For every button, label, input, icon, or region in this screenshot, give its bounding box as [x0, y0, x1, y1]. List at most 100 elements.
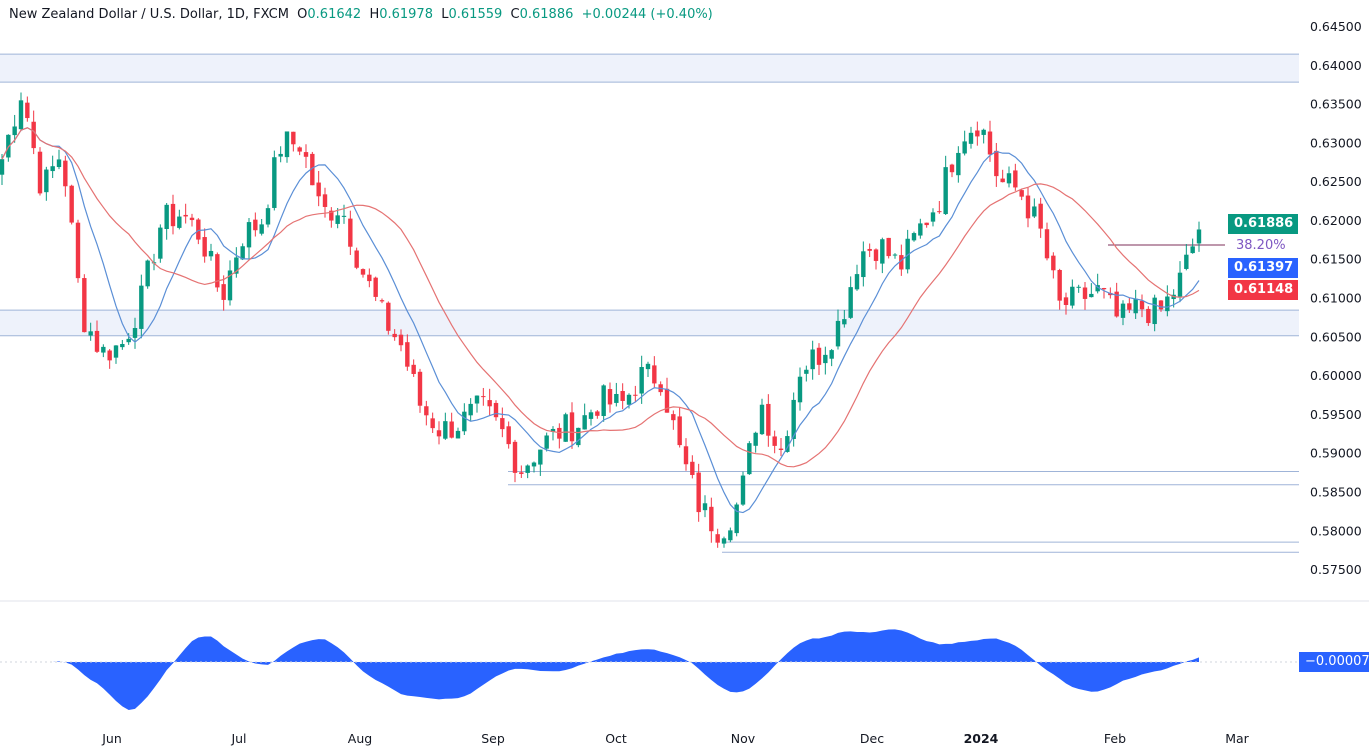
candle — [145, 260, 150, 287]
candle — [677, 416, 682, 446]
candle — [740, 475, 746, 505]
candle — [284, 131, 290, 158]
candle — [804, 369, 809, 374]
candle — [31, 121, 36, 149]
candle — [468, 403, 473, 416]
candle — [994, 150, 999, 177]
candle — [297, 147, 302, 152]
candle — [918, 223, 923, 236]
candle — [303, 152, 309, 157]
candle — [1070, 286, 1075, 306]
candle — [797, 376, 803, 403]
candle — [1196, 229, 1202, 244]
oscillator-tag: −0.00007 — [1299, 652, 1369, 672]
zone-top — [0, 54, 1299, 83]
candle — [227, 270, 233, 301]
candle — [386, 302, 391, 331]
y-tick-label: 0.59500 — [1310, 407, 1362, 422]
candle — [899, 255, 904, 270]
candle — [538, 449, 543, 465]
candle — [0, 159, 5, 175]
candle — [177, 216, 182, 228]
candle — [1082, 287, 1088, 299]
candle — [1095, 285, 1100, 292]
candle — [1184, 254, 1189, 269]
x-tick-label: Dec — [860, 731, 884, 746]
candle — [664, 388, 670, 413]
candle — [512, 441, 518, 473]
candle — [246, 222, 252, 248]
candle — [436, 430, 442, 437]
candle — [101, 346, 106, 353]
candle — [1089, 293, 1094, 298]
candle — [848, 287, 853, 318]
candle — [671, 414, 676, 421]
candle — [493, 402, 499, 418]
candle — [905, 238, 910, 270]
candle — [607, 389, 613, 405]
candle — [443, 421, 448, 439]
candle — [823, 354, 828, 364]
candle — [481, 396, 486, 398]
candle — [189, 217, 195, 221]
zone-mid — [0, 310, 1299, 336]
candle — [500, 418, 505, 430]
candle — [202, 237, 207, 257]
candle — [132, 328, 138, 338]
candle — [373, 277, 378, 297]
high-label: H — [369, 7, 380, 22]
candle — [696, 472, 701, 513]
y-tick-label: 0.62000 — [1310, 213, 1362, 228]
candle — [588, 412, 594, 419]
candle — [392, 333, 397, 338]
candle — [810, 349, 815, 370]
candle — [417, 371, 423, 406]
candle — [734, 504, 739, 534]
y-tick-label: 0.59000 — [1310, 446, 1362, 461]
candle — [854, 274, 860, 290]
candle — [683, 446, 689, 465]
candle — [715, 534, 720, 543]
candle — [968, 132, 974, 144]
candle — [278, 153, 283, 157]
candle — [816, 347, 822, 365]
candle — [652, 365, 657, 384]
candle — [1133, 298, 1138, 314]
candle — [379, 300, 385, 302]
y-tick-label: 0.63000 — [1310, 135, 1362, 150]
y-tick-label: 0.61000 — [1310, 291, 1362, 306]
candle — [1146, 308, 1151, 324]
candle — [569, 412, 575, 442]
candle — [367, 274, 372, 282]
candle — [1025, 195, 1031, 219]
candle — [1000, 178, 1005, 183]
ma-fast-tag: 0.61397 — [1228, 258, 1298, 278]
candle — [1006, 173, 1012, 184]
candle — [842, 319, 847, 325]
candle — [69, 185, 74, 223]
candle — [1032, 206, 1037, 217]
candle — [1177, 272, 1183, 297]
candle — [943, 167, 948, 215]
candle — [506, 426, 511, 445]
y-tick-label: 0.60000 — [1310, 368, 1362, 383]
candle — [405, 342, 410, 367]
candle — [310, 153, 315, 186]
oscillator-area — [0, 629, 1199, 710]
last-price-tag: 0.61886 — [1228, 214, 1298, 234]
candle — [1013, 170, 1018, 188]
x-tick-label: Oct — [605, 731, 627, 746]
candle — [892, 254, 898, 256]
candle — [880, 239, 885, 264]
candle — [113, 345, 119, 358]
y-tick-label: 0.64000 — [1310, 58, 1362, 73]
candle — [582, 415, 587, 430]
symbol-title: New Zealand Dollar / U.S. Dollar, 1D, FX… — [9, 7, 289, 22]
low-label: L — [441, 7, 449, 22]
candle — [196, 219, 201, 240]
candle — [1165, 296, 1170, 312]
candle — [360, 269, 366, 275]
candle — [354, 250, 359, 268]
candle — [766, 403, 771, 436]
